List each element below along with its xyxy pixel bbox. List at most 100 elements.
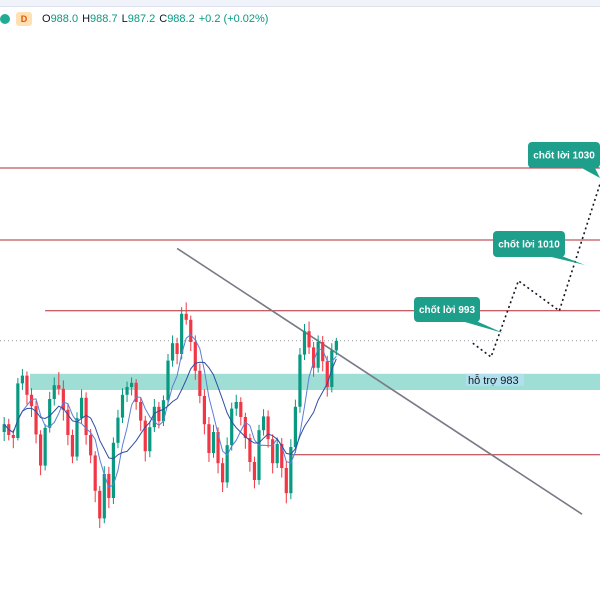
candle-body: [134, 382, 138, 402]
candle: [2, 417, 6, 441]
candle: [225, 437, 229, 488]
candle: [243, 412, 247, 449]
candle-body: [239, 402, 243, 417]
support-label-box: [466, 373, 524, 386]
candle-body: [125, 387, 129, 395]
candle-body: [84, 397, 88, 435]
candle: [61, 380, 65, 421]
candle-body: [193, 342, 197, 371]
candle: [189, 315, 193, 351]
candle: [116, 409, 120, 449]
candle-body: [89, 435, 93, 456]
target-callout: chốt lời 1010: [493, 231, 585, 265]
candle-body: [175, 343, 179, 354]
candle: [25, 371, 29, 405]
candle-body: [75, 418, 79, 457]
candle: [20, 369, 24, 390]
low-value: 987.2: [127, 13, 156, 25]
candle-body: [102, 474, 106, 519]
candle-body: [98, 490, 102, 519]
candle-body: [16, 383, 20, 438]
candle: [312, 342, 316, 377]
candle-body: [52, 385, 56, 399]
candle-body: [316, 342, 320, 368]
candle-body: [130, 382, 134, 387]
candle-body: [20, 375, 24, 384]
open-value: 988.0: [50, 13, 79, 25]
candle: [252, 456, 257, 489]
callout-box: [528, 142, 600, 168]
candle-body: [261, 416, 266, 431]
callout-label: chốt lời 1030: [533, 150, 595, 162]
candle-body: [139, 402, 143, 421]
candle-body: [275, 444, 279, 464]
candle: [98, 486, 102, 528]
candle-body: [39, 434, 43, 466]
candle: [157, 402, 161, 429]
callout-box: [493, 231, 565, 257]
candle-body: [225, 445, 229, 483]
candle: [221, 457, 225, 492]
candle: [139, 397, 143, 431]
candle: [289, 439, 293, 500]
candle-body: [289, 447, 293, 494]
candle-body: [111, 442, 115, 498]
candle: [143, 415, 147, 462]
candle: [84, 392, 88, 445]
callout-box: [414, 297, 480, 322]
candle: [293, 399, 297, 453]
candle-body: [25, 375, 29, 395]
candle: [321, 336, 325, 372]
candle-body: [243, 417, 247, 438]
candle: [93, 451, 97, 503]
candle: [193, 335, 197, 380]
candle-body: [189, 319, 193, 342]
candle-body: [161, 400, 166, 422]
candle-body: [29, 394, 34, 407]
candle-body: [180, 313, 184, 354]
candle-body: [143, 420, 147, 452]
candle: [325, 355, 329, 397]
close-label: C: [159, 13, 168, 25]
candle-body: [293, 406, 297, 447]
candle-body: [79, 397, 84, 419]
candle-body: [170, 343, 175, 361]
high-value: 988.7: [90, 13, 118, 25]
candle: [284, 462, 288, 504]
callout-pointer: [578, 166, 600, 178]
candle: [175, 337, 179, 365]
candle: [43, 424, 47, 471]
candle-body: [120, 394, 125, 418]
candle-body: [2, 424, 6, 432]
market-status-icon[interactable]: [0, 14, 10, 24]
candle: [34, 400, 38, 444]
candle-body: [234, 402, 238, 409]
high-label: H: [82, 13, 91, 25]
candle: [202, 389, 206, 435]
candle-body: [257, 430, 261, 480]
interval-badge[interactable]: D: [16, 12, 32, 26]
candle-body: [207, 424, 211, 453]
low-label: L: [121, 13, 128, 25]
candle-body: [307, 331, 311, 348]
candle: [120, 388, 125, 423]
callout-label: chốt lời 1010: [498, 239, 560, 251]
candle-body: [298, 354, 302, 407]
candle: [211, 424, 216, 458]
trendline: [176, 247, 583, 515]
candle: [134, 379, 138, 410]
candle-body: [152, 406, 156, 428]
candle-body: [266, 416, 270, 440]
candle: [239, 397, 243, 426]
close-value: 988.2: [167, 13, 195, 25]
candle: [148, 421, 152, 458]
candle-body: [216, 432, 220, 464]
candle: [125, 381, 129, 402]
candle-body: [271, 439, 275, 464]
target-callout: chốt lời 993: [414, 297, 503, 333]
candle: [39, 430, 43, 476]
candle-body: [302, 331, 307, 355]
candle-body: [184, 313, 188, 320]
candle: [166, 354, 170, 406]
